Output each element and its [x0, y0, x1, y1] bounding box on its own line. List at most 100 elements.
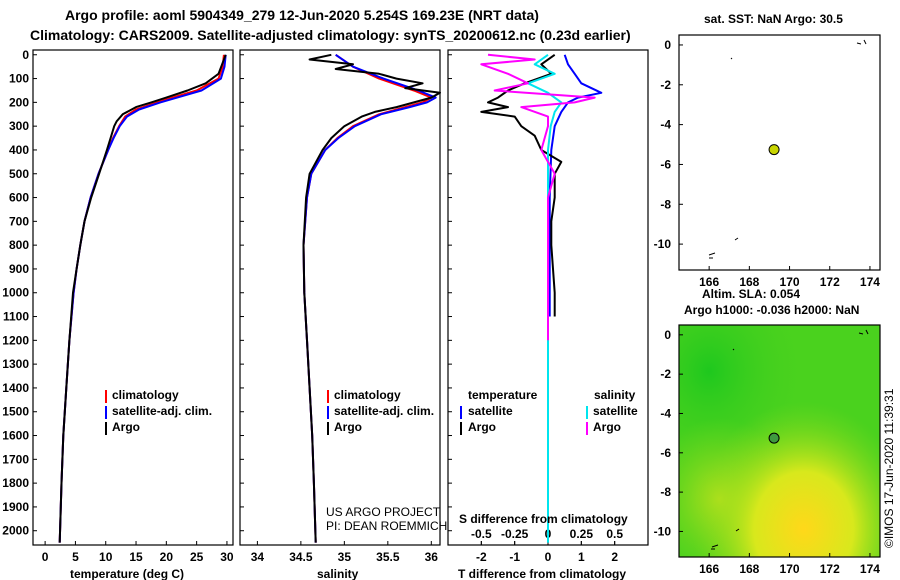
series-line-t-satellite [548, 54, 603, 317]
map-y-tick-label: -2 [660, 78, 671, 92]
map-y-tick-label: -8 [660, 197, 671, 211]
x-tick-label: -1 [509, 550, 520, 564]
depth-axis: 0 100 200 300 400 500 600 700 800 900 1000 1100 1200… [2, 48, 37, 538]
sst-map-title: sat. SST: NaN Argo: 30.5 [704, 12, 843, 26]
sla-map-axes: 166 168 170 172 174 0 -2 -4 -6 -8 -10 [654, 328, 881, 576]
depth-tick-label: 900 [9, 262, 29, 276]
sla-coastline [711, 329, 869, 550]
sla-heatmap [678, 324, 881, 558]
difference-legend: temperature salinity satellite Argo sate… [460, 388, 638, 435]
legend-label-t-satellite: satellite [468, 404, 513, 418]
map-y-tick-label: -4 [660, 118, 671, 132]
map-x-tick-label: 170 [780, 562, 800, 576]
depth-tick-label: 1800 [2, 476, 29, 490]
x-tick-label: 0.25 [570, 527, 594, 541]
figure-title-line2: Climatology: CARS2009. Satellite-adjuste… [30, 27, 631, 43]
map-y-tick-label: -2 [660, 367, 671, 381]
salinity-y-ticks [240, 54, 244, 532]
depth-tick-label: 1100 [3, 310, 29, 324]
temperature-series [58, 54, 227, 543]
difference-xlabel: T difference from climatology [458, 567, 626, 580]
depth-tick-label: 1600 [2, 429, 29, 443]
series-line-climatology [302, 53, 433, 543]
series-line-s-argo [480, 53, 596, 341]
legend-label-climatology: climatology [112, 388, 179, 402]
salinity-legend: climatology satellite-adj. clim. Argo [327, 388, 434, 435]
depth-tick-label: 600 [9, 191, 29, 205]
x-tick-label: 34 [251, 550, 265, 564]
salinity-series [302, 53, 441, 543]
x-tick-label: 15 [129, 550, 143, 564]
depth-tick-label: 300 [9, 119, 29, 133]
coastline-segments [711, 329, 869, 550]
x-tick-label: 20 [160, 550, 174, 564]
difference-series [480, 53, 603, 543]
sla-map-frame [678, 324, 881, 558]
series-line-argo [302, 53, 441, 543]
depth-tick-label: 400 [9, 143, 29, 157]
map-y-tick-label: -10 [654, 237, 672, 251]
x-tick-label: 5 [72, 550, 79, 564]
map-x-tick-label: 168 [739, 275, 759, 289]
temperature-plot-frame [32, 49, 234, 546]
legend-label-s-satellite: satellite [593, 404, 638, 418]
legend-label-t-argo: Argo [468, 420, 496, 434]
salinity-xlabel: salinity [317, 567, 359, 580]
depth-tick-label: 100 [9, 72, 29, 86]
x-tick-label: 0 [545, 550, 552, 564]
legend-label-argo: Argo [334, 420, 362, 434]
x-tick-label: 35 [338, 550, 352, 564]
salinity-panel: 34 34.5 35 35.5 36 salinity climatology sate… [239, 49, 447, 580]
depth-tick-label: 1300 [2, 357, 29, 371]
argo-float-marker [768, 144, 780, 156]
series-line-satellite-adj-clim- [58, 54, 227, 543]
depth-tick-label: 200 [9, 95, 29, 109]
coastline-segments [708, 39, 867, 259]
depth-tick-label: 500 [9, 167, 29, 181]
series-line-argo [58, 54, 227, 543]
difference-xlabel-top: S difference from climatology [459, 512, 628, 526]
sst-map-axes: 166 168 170 172 174 0 -2 -4 -6 -8 -10 [654, 38, 881, 289]
x-tick-label: -2 [476, 550, 487, 564]
temperature-panel: 0100200300400500600700800900100011001200… [2, 48, 234, 580]
map-y-tick-label: -8 [660, 485, 671, 499]
legend-header-temperature: temperature [468, 388, 538, 402]
map-x-tick-label: 172 [820, 562, 840, 576]
depth-tick-label: 0 [22, 48, 29, 62]
series-line-s-satellite [527, 53, 563, 543]
map-x-tick-label: 166 [699, 275, 719, 289]
difference-panel: -2 -1 0 1 2 -0.5 -0.25 0 0.25 0.5 T difference f… [447, 49, 649, 580]
map-x-tick-label: 166 [699, 562, 719, 576]
map-x-tick-label: 170 [780, 275, 800, 289]
depth-tick-label: 1900 [2, 500, 29, 514]
temperature-legend: climatology satellite-adj. clim. Argo [105, 388, 212, 435]
legend-label-argo: Argo [112, 420, 140, 434]
depth-tick-label: 1700 [2, 452, 29, 466]
depth-tick-label: 700 [9, 214, 29, 228]
x-tick-label: 2 [611, 550, 618, 564]
temperature-x-axis: 0 5 10 15 20 25 30 [42, 541, 234, 564]
x-tick-label: 35.5 [376, 550, 400, 564]
series-line-satellite-adj-clim- [302, 53, 437, 543]
argo-float-marker [768, 432, 780, 444]
x-tick-label: -0.5 [471, 527, 492, 541]
legend-header-salinity: salinity [594, 388, 636, 402]
depth-tick-label: 1400 [2, 381, 29, 395]
x-tick-label: -0.25 [501, 527, 529, 541]
sla-map-panel: Altim. SLA: 0.054 Argo h1000: -0.036 h20… [654, 287, 881, 576]
legend-label-satellite-adj: satellite-adj. clim. [112, 404, 212, 418]
map-y-tick-label: -4 [660, 406, 671, 420]
sst-coastline [708, 39, 867, 259]
series-line-climatology [58, 54, 225, 543]
credit-project: US ARGO PROJECT [326, 505, 441, 519]
x-tick-label: 10 [99, 550, 113, 564]
imos-credit: ©IMOS 17-Jun-2020 11:39:31 [882, 388, 896, 548]
map-x-tick-label: 172 [820, 275, 840, 289]
sla-map-points [768, 432, 780, 444]
map-x-tick-label: 168 [739, 562, 759, 576]
sla-field-high [679, 325, 880, 557]
x-tick-label: 34.5 [289, 550, 313, 564]
figure-title-line1: Argo profile: aoml 5904349_279 12-Jun-20… [65, 7, 539, 23]
credit-pi: PI: DEAN ROEMMICH [326, 519, 447, 533]
